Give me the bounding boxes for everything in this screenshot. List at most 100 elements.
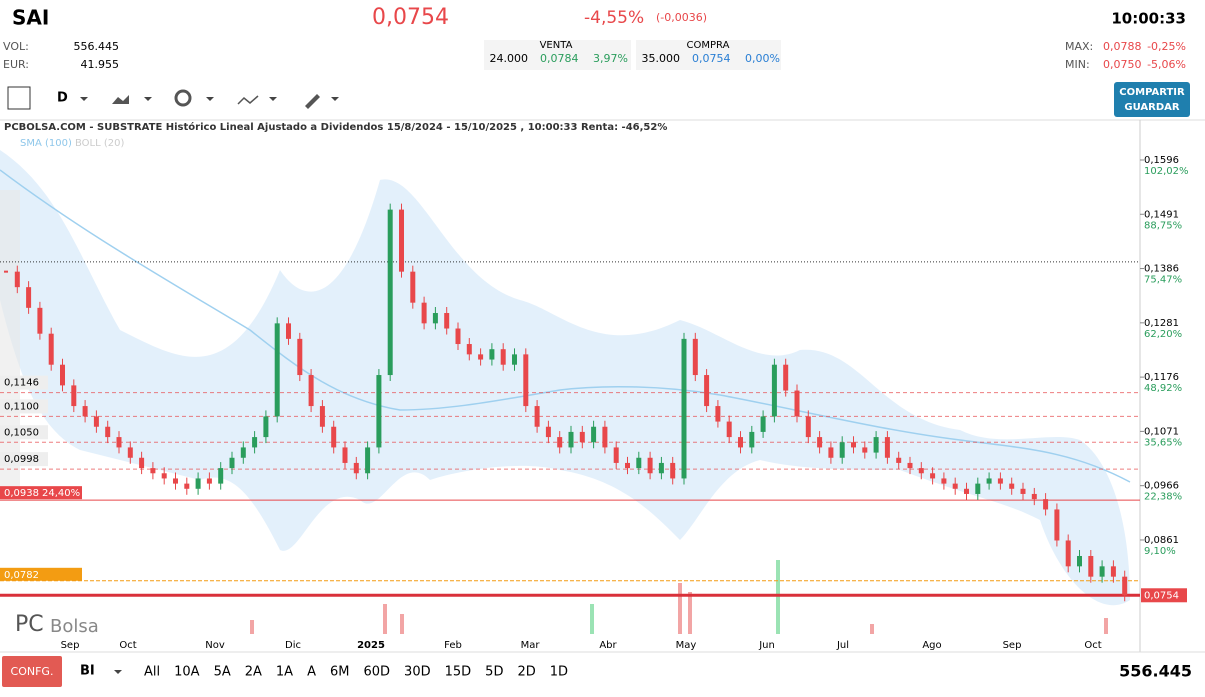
candle (274, 323, 280, 417)
candle (466, 344, 472, 355)
settings-icon[interactable] (174, 89, 192, 107)
chart-type-icon[interactable] (112, 95, 129, 104)
candle (512, 354, 517, 365)
candle (14, 271, 20, 288)
vol: 556.445 (74, 40, 120, 53)
indicators-icon[interactable] (237, 95, 259, 105)
compra-box (636, 40, 781, 70)
venta-title: VENTA (540, 40, 573, 51)
share-button[interactable] (1114, 82, 1190, 117)
x-tick-label: Sep (1003, 640, 1022, 651)
candle (579, 431, 585, 443)
x-tick-label: Oct (119, 640, 136, 651)
candle (568, 431, 574, 448)
period-button[interactable]: 6M (330, 665, 350, 680)
mode-select[interactable]: BI (80, 664, 95, 679)
change-abs: (-0,0036) (656, 11, 707, 24)
y-tick-label: 0,1071 (1144, 426, 1179, 437)
level-label-bg (0, 425, 48, 440)
venta-price: 0,0784 (540, 52, 579, 65)
candle (851, 442, 856, 448)
period-button[interactable]: 5A (214, 665, 231, 680)
footer-volume: 556.445 (1119, 662, 1192, 681)
y-tick-pct: 75,47% (1144, 275, 1182, 286)
candle (1020, 488, 1026, 494)
sma-legend: SMA (100) (20, 138, 72, 149)
candle (975, 483, 981, 494)
candle (26, 287, 32, 308)
candle (1099, 566, 1105, 577)
candle (127, 447, 133, 458)
y-tick-pct: 9,10% (1144, 546, 1176, 557)
period-button[interactable]: 2A (245, 665, 262, 680)
min-pct: -5,06% (1147, 58, 1186, 71)
candle (116, 437, 122, 448)
candle (71, 385, 77, 407)
period-button[interactable]: 30D (404, 665, 431, 680)
time: 10:00:33 (1111, 10, 1186, 28)
candle (625, 462, 630, 469)
candle (805, 416, 811, 438)
last-label: 0,0754 (1144, 590, 1179, 601)
x-tick-label: Oct (1084, 640, 1101, 651)
candle (1077, 555, 1082, 567)
y-tick-label: 0,0966 (1144, 481, 1179, 492)
x-tick-label: Abr (599, 640, 617, 651)
candle (60, 364, 65, 386)
candle (139, 457, 145, 469)
chart-title: PCBOLSA.COM - SUBSTRATE Histórico Lineal… (4, 121, 667, 133)
y-tick-label: 0,1281 (1144, 318, 1179, 329)
candle (455, 328, 461, 345)
period-select[interactable]: D (57, 91, 68, 106)
y-tick-label: 0,1386 (1144, 264, 1179, 275)
candle (331, 426, 337, 448)
candle (613, 447, 619, 463)
period-button[interactable]: A (307, 665, 316, 680)
x-tick-label: May (676, 640, 697, 651)
candle (353, 462, 359, 474)
period-button[interactable]: 15D (445, 665, 472, 680)
period-button[interactable]: 60D (363, 665, 390, 680)
candle (173, 478, 178, 484)
x-tick-label: 2025 (357, 640, 385, 651)
candle (602, 426, 608, 448)
config-button[interactable] (2, 656, 62, 687)
level-label-bg (0, 375, 48, 390)
candle (817, 437, 823, 448)
candle (738, 437, 743, 448)
period-button[interactable]: 10A (174, 665, 200, 680)
vol-label: VOL: (3, 40, 29, 53)
level-label-bg (0, 399, 48, 414)
draw-icon[interactable] (305, 94, 320, 109)
x-tick-label: Dic (285, 640, 301, 651)
price: 0,0754 (372, 5, 449, 30)
venta-box (484, 40, 631, 70)
y-tick-label: 0,1491 (1144, 209, 1179, 220)
candle (986, 478, 992, 484)
candle (907, 462, 913, 469)
last-label-bg (1141, 588, 1187, 603)
candle (670, 462, 676, 479)
level-label: 0,1146 (4, 378, 39, 389)
y-tick-pct: 48,92% (1144, 383, 1182, 394)
candle (1088, 555, 1094, 577)
candle (896, 457, 902, 463)
candle (93, 416, 99, 427)
x-tick-label: Jun (758, 640, 775, 651)
period-button[interactable]: 1D (550, 665, 568, 680)
candle (557, 437, 563, 448)
bollinger-band (0, 150, 1130, 606)
panel-toggle[interactable] (7, 86, 31, 110)
candle (997, 478, 1003, 484)
period-button[interactable]: All (144, 665, 160, 680)
candle (1043, 499, 1049, 510)
candle (48, 333, 54, 365)
period-button[interactable]: 1A (276, 665, 293, 680)
candle (489, 349, 495, 360)
candle (1009, 483, 1015, 489)
period-button[interactable]: 2D (517, 665, 535, 680)
candle (1122, 576, 1128, 596)
max: 0,0788 (1103, 40, 1142, 53)
period-button[interactable]: 5D (485, 665, 503, 680)
